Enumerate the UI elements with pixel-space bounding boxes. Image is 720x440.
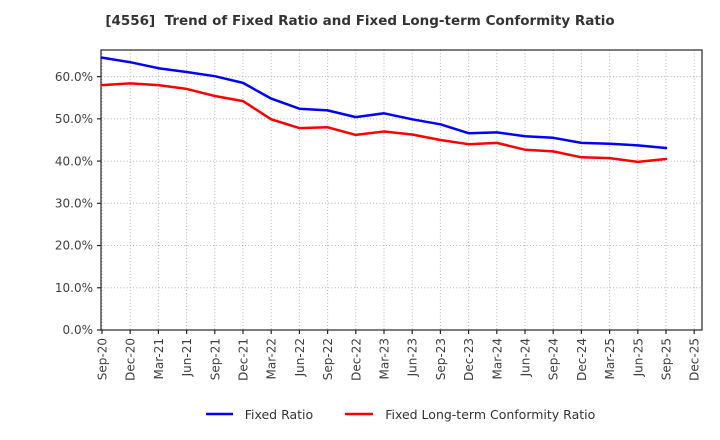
legend-label-fixed-ratio: Fixed Ratio (244, 406, 314, 422)
x-tick-label: Sep-24 (547, 338, 561, 380)
series-line-fixed-ratio (100, 56, 668, 150)
x-tick-label: Mar-23 (378, 338, 392, 379)
series-line-fixed-long-term-conformity-ratio (100, 82, 668, 164)
y-tick-label: 0.0% (63, 323, 94, 337)
x-tick-label: Dec-21 (237, 338, 251, 381)
legend-item-fixed-long-term: Fixed Long-term Conformity Ratio (344, 407, 595, 422)
y-tick-label: 40.0% (55, 154, 93, 168)
legend-item-fixed-ratio: Fixed Ratio (205, 407, 313, 422)
x-tick-label: Mar-25 (603, 338, 617, 379)
x-tick-label: Dec-22 (349, 338, 363, 381)
x-tick-label: Dec-24 (575, 338, 589, 381)
y-tick-label: 20.0% (55, 239, 93, 253)
x-tick-label: Jun-22 (293, 338, 307, 377)
x-tick-label: Sep-22 (321, 338, 335, 380)
x-tick-label: Sep-21 (208, 338, 222, 380)
x-tick-label: Sep-23 (434, 338, 448, 380)
legend-label-fixed-long-term: Fixed Long-term Conformity Ratio (385, 406, 596, 422)
legend: Fixed Ratio Fixed Long-term Conformity R… (0, 402, 720, 426)
x-tick-label: Jun-24 (519, 338, 533, 377)
x-tick-label: Jun-21 (180, 338, 194, 377)
x-tick-label: Sep-25 (660, 338, 674, 380)
x-tick-label: Mar-24 (490, 338, 504, 379)
x-tick-label: Mar-21 (152, 338, 166, 379)
legend-line-blue-icon (205, 412, 233, 416)
x-tick-label: Dec-23 (462, 338, 476, 381)
y-tick-label: 10.0% (55, 281, 93, 295)
plot-border (100, 49, 703, 331)
x-tick-label: Jun-23 (406, 338, 420, 377)
x-tick-label: Sep-20 (96, 338, 110, 380)
y-tick-label: 60.0% (55, 70, 93, 84)
y-tick-label: 30.0% (55, 197, 93, 211)
x-tick-label: Mar-22 (265, 338, 279, 379)
legend-line-red-icon (345, 412, 374, 416)
chart-title: [4556] Trend of Fixed Ratio and Fixed Lo… (105, 13, 615, 29)
x-tick-label: Dec-25 (688, 338, 702, 381)
x-tick-label: Dec-20 (124, 338, 138, 381)
y-tick-label: 50.0% (55, 112, 93, 126)
x-tick-label: Jun-25 (631, 338, 645, 377)
